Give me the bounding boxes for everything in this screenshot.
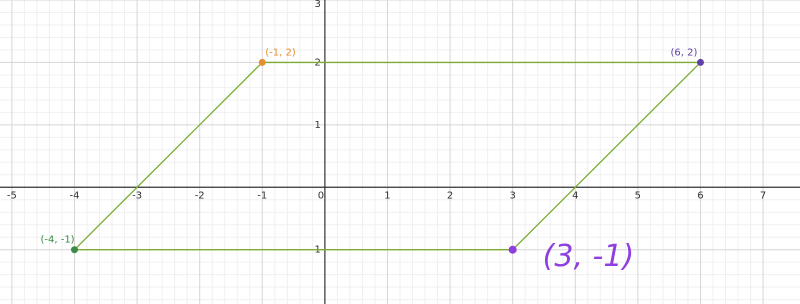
- x-tick-label: 5: [635, 190, 641, 201]
- handwritten-label: (3, -1): [543, 239, 634, 274]
- x-tick-label: 7: [760, 190, 766, 201]
- x-tick-label: 6: [697, 190, 703, 201]
- x-tick-label: -2: [195, 190, 205, 201]
- x-tick-label: 0: [318, 190, 324, 201]
- point: [70, 246, 78, 254]
- x-tick-label: 1: [384, 190, 390, 201]
- y-tick-label: 3: [315, 0, 321, 10]
- point-label: (-4, -1): [40, 235, 74, 246]
- point: [508, 245, 517, 254]
- x-tick-label: -3: [132, 190, 142, 201]
- x-tick-label: 2: [447, 190, 453, 201]
- x-tick-label: 4: [572, 190, 578, 201]
- point: [696, 58, 704, 66]
- x-tick-label: -5: [7, 190, 17, 201]
- y-tick-label: 1: [315, 120, 321, 131]
- x-tick-label: 3: [509, 190, 515, 201]
- point-label: (-1, 2): [265, 47, 296, 58]
- point: [258, 58, 266, 66]
- x-tick-label: -4: [69, 190, 79, 201]
- point-label: (6, 2): [670, 47, 697, 58]
- x-tick-label: -1: [257, 190, 267, 201]
